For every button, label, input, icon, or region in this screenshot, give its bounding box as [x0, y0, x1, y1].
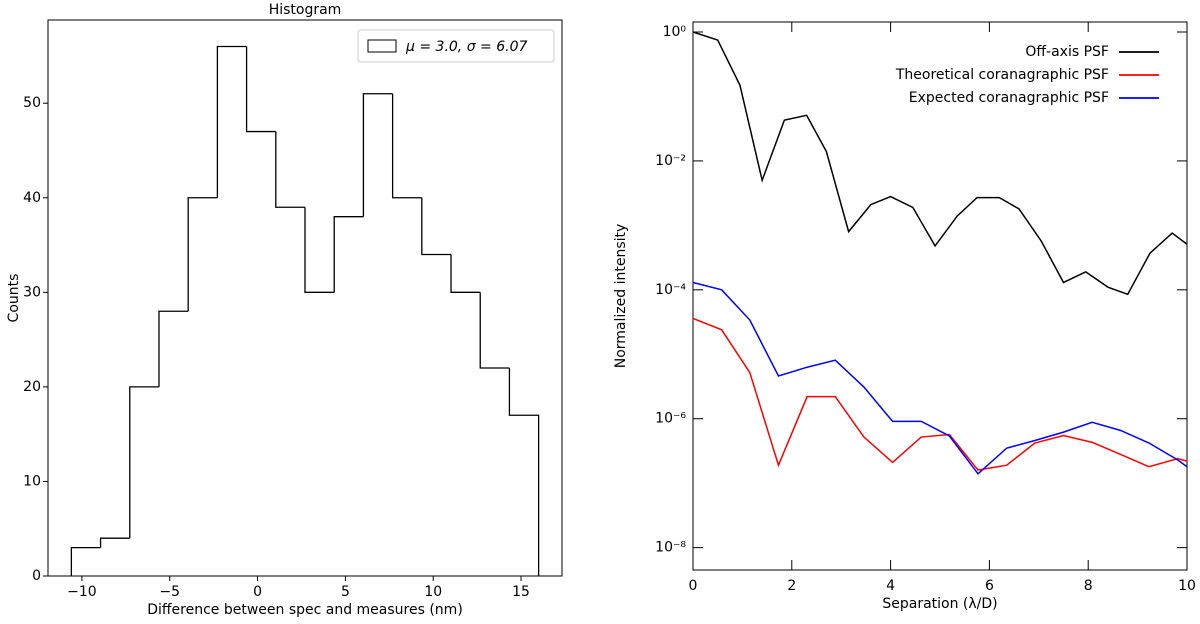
series-line: [692, 317, 1188, 471]
y-tick-label: 10⁻²: [655, 153, 686, 169]
x-axis-label: Separation (λ/D): [882, 596, 997, 612]
histogram-bar: [333, 216, 364, 293]
x-tick-label: −5: [159, 584, 180, 600]
y-tick-label: 20: [23, 379, 41, 395]
plot-frame: [47, 19, 563, 577]
x-tick-label: 4: [886, 578, 895, 594]
legend-label: Expected coranagraphic PSF: [909, 90, 1109, 106]
legend-label: μ = 3.0, σ = 6.07: [405, 39, 527, 55]
y-tick-label: 0: [32, 568, 41, 584]
histogram-bar: [304, 207, 335, 293]
histogram-bar: [187, 197, 218, 312]
histogram-bar: [479, 292, 510, 369]
y-tick-label: 50: [23, 95, 41, 111]
x-tick-label: 5: [341, 584, 350, 600]
x-tick-label: 6: [985, 578, 994, 594]
y-tick-label: 30: [23, 284, 41, 300]
histogram-bar: [391, 93, 422, 199]
y-tick-label: 10⁻⁸: [655, 540, 686, 556]
histogram-bar: [245, 46, 276, 133]
histogram-bar: [508, 367, 540, 576]
x-tick-label: 0: [689, 578, 698, 594]
legend-box: [357, 29, 555, 63]
histogram-bar: [216, 45, 247, 198]
legend-label: Off-axis PSF: [1025, 44, 1109, 60]
x-tick-label: −10: [67, 584, 97, 600]
x-tick-label: 2: [787, 578, 796, 594]
series-line: [692, 31, 1188, 296]
y-tick-label: 10⁻⁴: [655, 282, 686, 298]
y-tick-label: 10: [23, 473, 41, 489]
legend-swatch: [367, 39, 397, 53]
x-tick-label: 10: [1178, 578, 1196, 594]
histogram-bar: [129, 386, 159, 539]
x-tick-label: 8: [1084, 578, 1093, 594]
y-tick-label: 10⁰: [663, 24, 687, 40]
histogram-bar: [70, 546, 101, 576]
series-line: [692, 281, 1188, 475]
histogram-bar: [99, 537, 130, 548]
y-axis-label: Normalized intensity: [613, 224, 629, 369]
x-tick-label: 15: [512, 584, 530, 600]
y-tick-label: 40: [23, 190, 41, 206]
x-axis-label: Difference between spec and measures (nm…: [147, 602, 463, 618]
y-tick-label: 10⁻⁶: [655, 411, 686, 427]
y-axis-label: Counts: [6, 274, 22, 323]
histogram-bar: [362, 93, 393, 217]
histogram-bar: [421, 197, 452, 256]
plot-frame: [692, 21, 1188, 571]
histogram-bar: [275, 131, 305, 208]
legend-label: Theoretical coranagraphic PSF: [895, 67, 1109, 83]
histogram-bar: [158, 310, 189, 387]
x-tick-label: 0: [253, 584, 262, 600]
x-tick-label: 10: [424, 584, 442, 600]
histogram-bar: [450, 254, 481, 293]
chart-title: Histogram: [269, 2, 342, 18]
